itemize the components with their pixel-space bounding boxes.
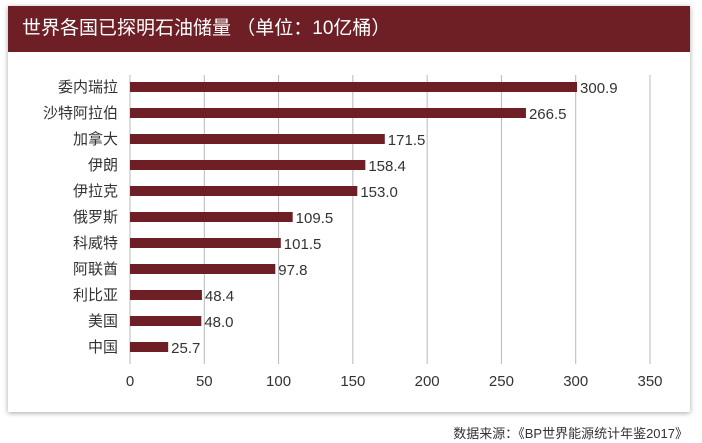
category-label: 中国 xyxy=(88,339,118,356)
chart-title: 世界各国已探明石油储量 （单位：10亿桶） xyxy=(8,6,690,52)
value-label: 25.7 xyxy=(171,340,200,357)
bar-10 xyxy=(130,342,169,352)
category-label: 沙特阿拉伯 xyxy=(43,105,118,122)
x-tick-label: 150 xyxy=(340,373,365,390)
chart-card: 世界各国已探明石油储量 （单位：10亿桶） xyxy=(8,6,690,412)
category-label: 美国 xyxy=(88,313,118,330)
bar-9 xyxy=(130,316,202,326)
value-label: 48.0 xyxy=(204,314,233,331)
value-label: 109.5 xyxy=(296,210,334,227)
value-label: 97.8 xyxy=(278,262,307,279)
value-label: 171.5 xyxy=(388,132,426,149)
category-label: 委内瑞拉 xyxy=(58,79,118,96)
value-label: 300.9 xyxy=(580,80,618,97)
bar-1 xyxy=(130,108,526,118)
value-label: 153.0 xyxy=(360,184,398,201)
x-tick-label: 50 xyxy=(196,373,213,390)
category-label: 伊朗 xyxy=(88,157,118,174)
x-tick-label: 350 xyxy=(637,373,662,390)
bar-8 xyxy=(130,290,202,300)
bar-0 xyxy=(130,82,578,92)
x-tick-label: 300 xyxy=(563,373,588,390)
category-label: 加拿大 xyxy=(73,130,118,148)
value-label: 48.4 xyxy=(205,288,234,305)
x-tick-label: 100 xyxy=(266,373,291,390)
x-tick-label: 250 xyxy=(489,373,514,390)
category-label: 俄罗斯 xyxy=(73,209,118,226)
bar-4 xyxy=(130,186,358,196)
category-label: 阿联酋 xyxy=(73,260,118,278)
x-tick-label: 200 xyxy=(415,373,440,390)
category-label: 利比亚 xyxy=(73,287,118,304)
value-label: 266.5 xyxy=(529,106,567,123)
source-note: 数据来源：《BP世界能源统计年鉴2017》 xyxy=(453,426,688,441)
bar-5 xyxy=(130,212,293,222)
category-label: 伊拉克 xyxy=(73,183,118,200)
x-tick-label: 0 xyxy=(126,373,134,390)
value-label: 158.4 xyxy=(368,158,406,175)
bar-7 xyxy=(130,264,276,274)
category-label: 科威特 xyxy=(73,235,118,252)
bar-6 xyxy=(130,238,281,248)
value-label: 101.5 xyxy=(284,236,322,253)
bar-2 xyxy=(130,134,385,144)
bar-3 xyxy=(130,160,366,170)
